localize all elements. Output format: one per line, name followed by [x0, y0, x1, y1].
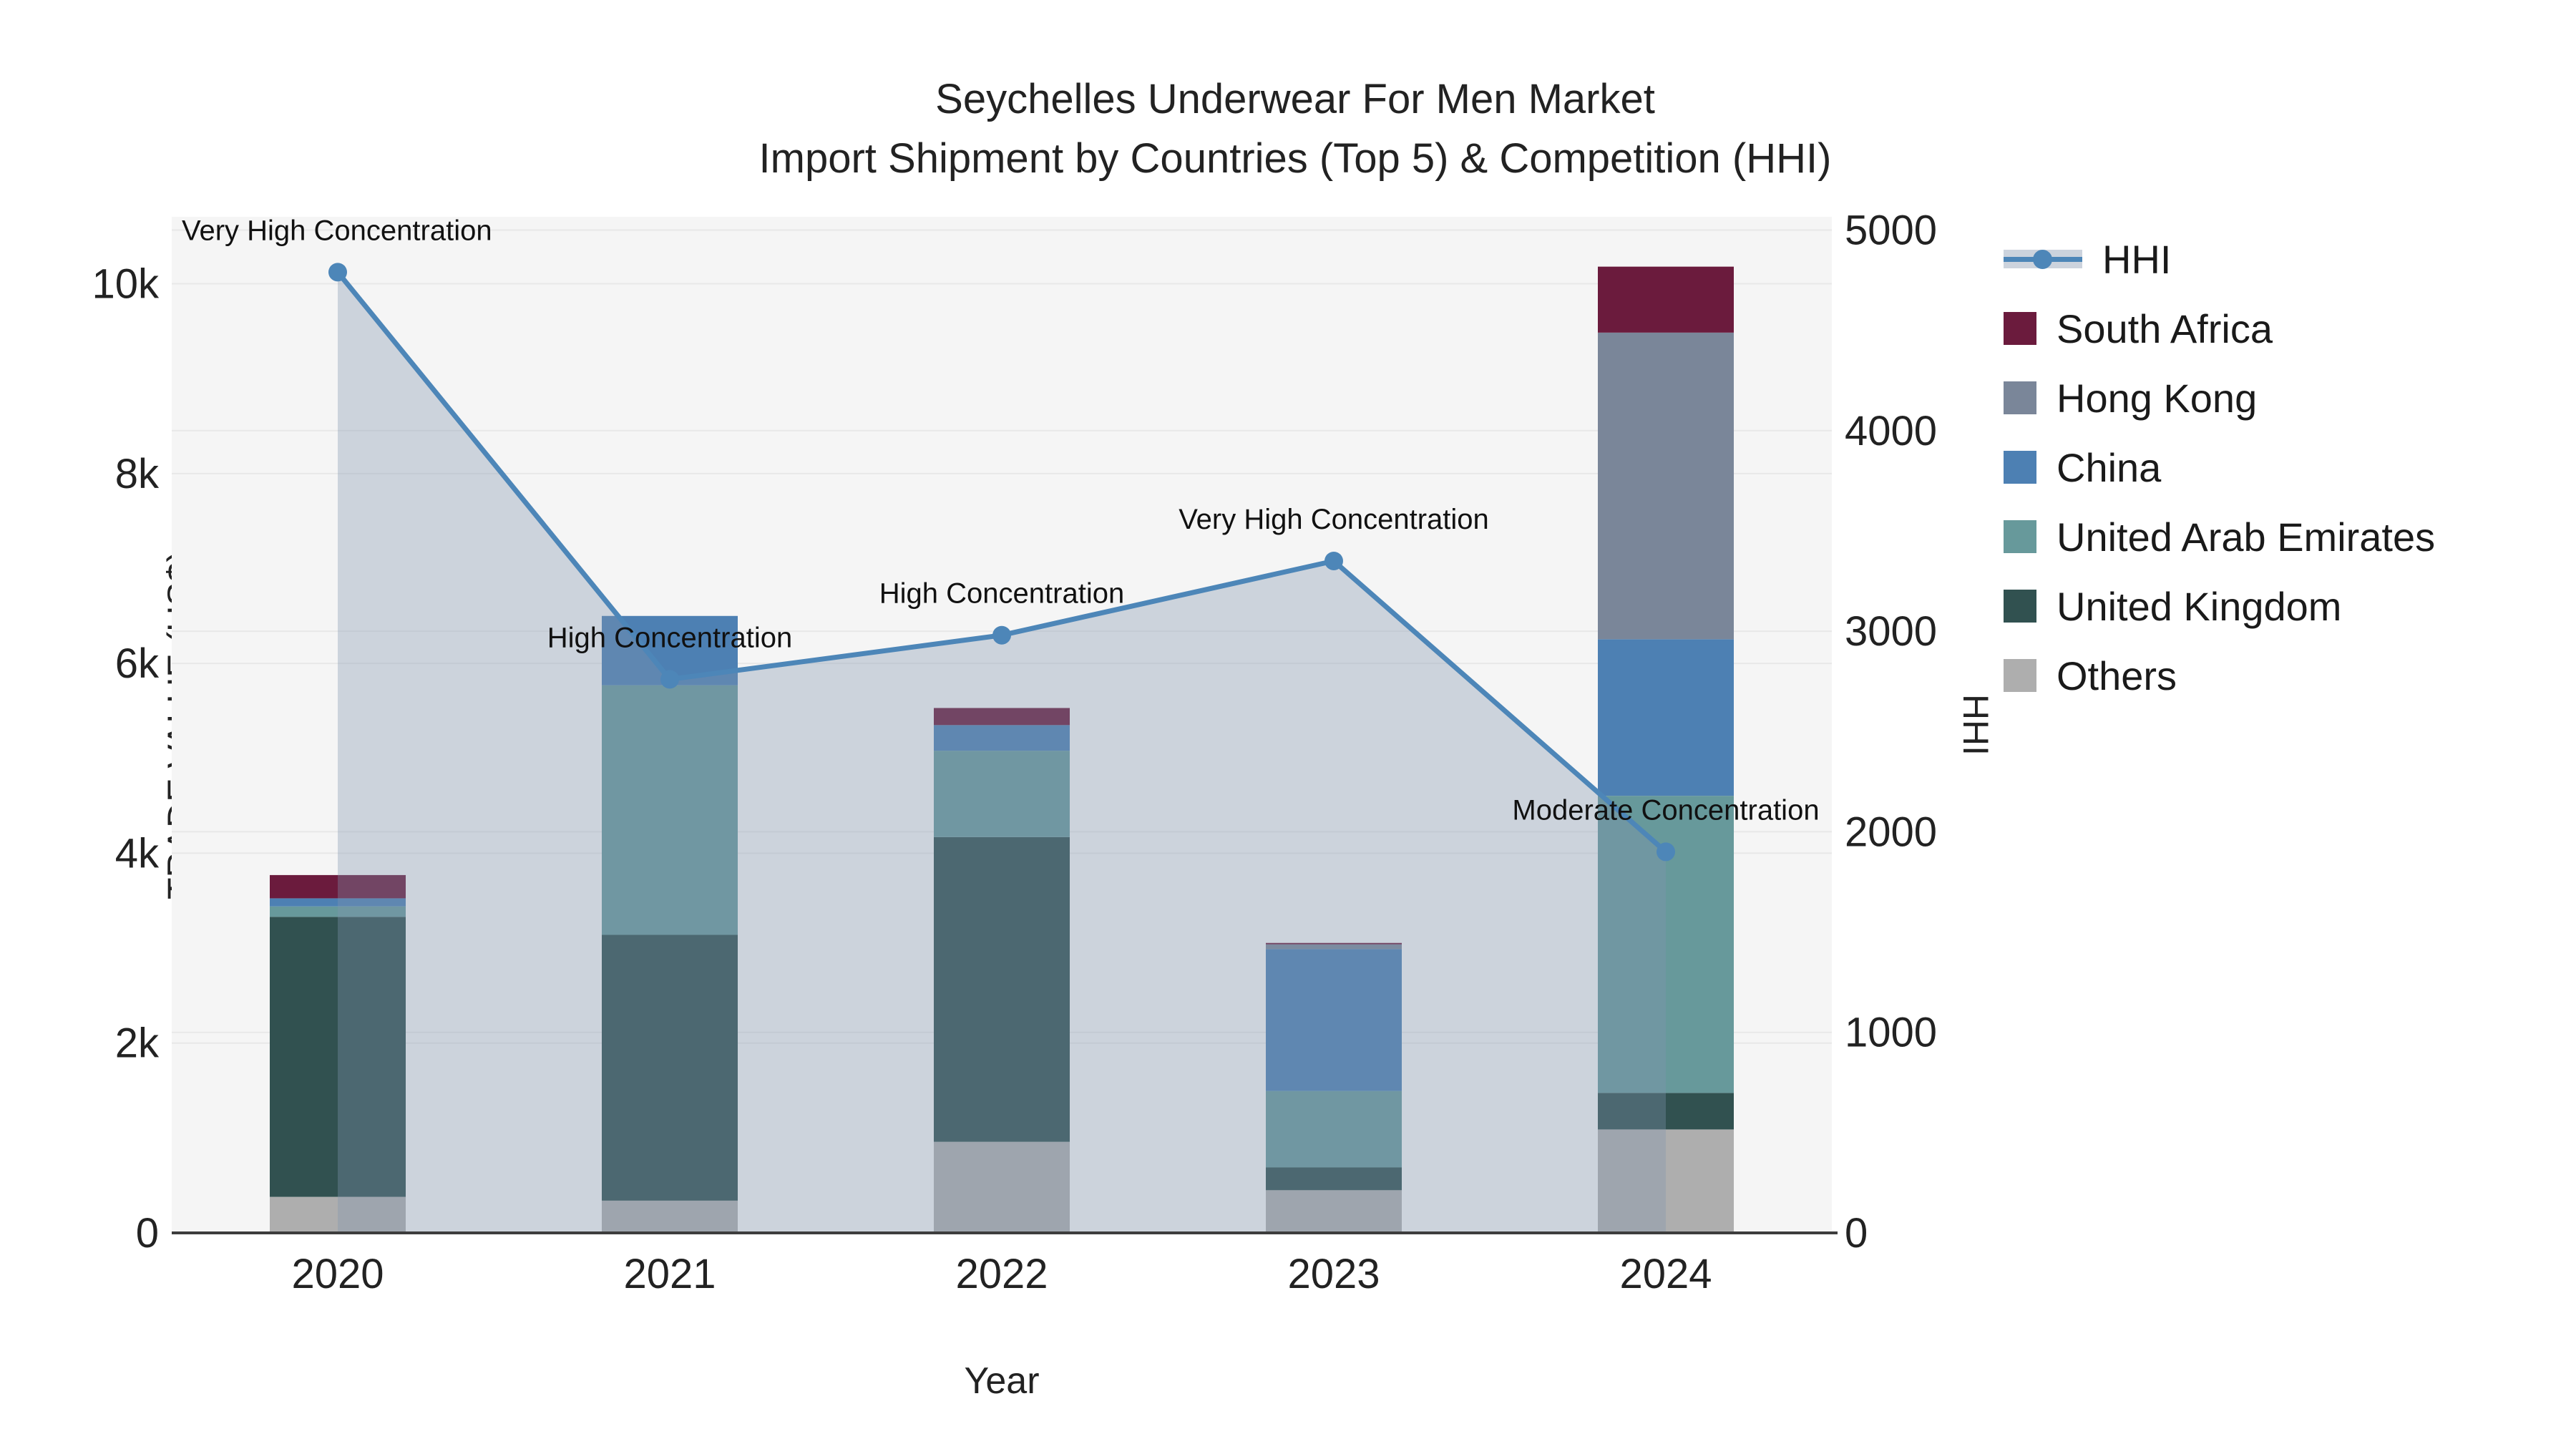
y-right-tick-4000: 4000 — [1845, 408, 1937, 454]
legend-item-hhi[interactable]: HHI — [2004, 236, 2435, 282]
y-left-tick-6k: 6k — [115, 640, 160, 687]
bar-segment-2022-united-kingdom[interactable] — [934, 836, 1070, 1142]
chart-title-line1: Seychelles Underwear For Men Market — [935, 76, 1655, 122]
chart-title-line2: Import Shipment by Countries (Top 5) & C… — [758, 135, 1832, 182]
bar-segment-2022-united-arab-emirates[interactable] — [934, 751, 1070, 837]
legend-color-swatch — [2004, 520, 2036, 553]
hhi-point-2024[interactable] — [1657, 842, 1675, 862]
legend-label: Hong Kong — [2057, 375, 2258, 421]
bar-2024 — [1598, 266, 1734, 1233]
hhi-area-fill — [338, 272, 1666, 1234]
x-tick-2022: 2022 — [955, 1251, 1048, 1297]
bar-segment-2022-south-africa[interactable] — [934, 708, 1070, 726]
annotation-2020: Very High Concentration — [182, 215, 492, 246]
bar-segment-2024-hong-kong[interactable] — [1598, 332, 1734, 640]
bar-segment-2021-united-arab-emirates[interactable] — [602, 685, 738, 935]
legend-item-south-africa[interactable]: South Africa — [2004, 306, 2435, 351]
hhi-point-2020[interactable] — [328, 263, 347, 282]
x-tick-2020: 2020 — [291, 1251, 384, 1297]
legend-item-united-kingdom[interactable]: United Kingdom — [2004, 583, 2435, 629]
hhi-point-2023[interactable] — [1324, 551, 1343, 570]
bar-segment-2020-united-kingdom[interactable] — [270, 917, 406, 1197]
bar-segment-2023-united-arab-emirates[interactable] — [1266, 1091, 1402, 1168]
y-left-tick-2k: 2k — [115, 1020, 160, 1067]
bar-segment-2024-united-kingdom[interactable] — [1598, 1093, 1734, 1130]
legend-label: South Africa — [2057, 306, 2273, 351]
bar-segment-2023-south-africa[interactable] — [1266, 942, 1402, 945]
hhi-point-2022[interactable] — [992, 625, 1011, 645]
y-left-tick-4k: 4k — [115, 830, 160, 877]
legend-color-swatch — [2004, 659, 2036, 692]
bar-segment-2020-united-arab-emirates[interactable] — [270, 906, 406, 917]
y-left-tick-10k: 10k — [92, 261, 160, 308]
y-left-tick-0: 0 — [136, 1210, 159, 1257]
bar-segment-2024-south-africa[interactable] — [1598, 266, 1734, 333]
y-right-tick-1000: 1000 — [1845, 1010, 1937, 1056]
legend-item-hong-kong[interactable]: Hong Kong — [2004, 375, 2435, 421]
bar-segment-2023-china[interactable] — [1266, 949, 1402, 1091]
y-right-tick-5000: 5000 — [1845, 207, 1937, 253]
bar-2022 — [934, 708, 1070, 1233]
x-axis-title: Year — [964, 1360, 1040, 1402]
y-left-tick-8k: 8k — [115, 451, 160, 497]
legend-item-china[interactable]: China — [2004, 444, 2435, 490]
legend-color-swatch — [2004, 451, 2036, 484]
bar-segment-2020-south-africa[interactable] — [270, 874, 406, 899]
bar-segment-2020-others[interactable] — [270, 1196, 406, 1233]
legend-item-others[interactable]: Others — [2004, 653, 2435, 698]
legend-color-swatch — [2004, 590, 2036, 623]
bar-segment-2024-others[interactable] — [1598, 1129, 1734, 1233]
x-tick-2021: 2021 — [623, 1251, 716, 1297]
legend-line-swatch — [2004, 243, 2082, 275]
legend-label: HHI — [2102, 236, 2172, 282]
x-tick-2023: 2023 — [1287, 1251, 1380, 1297]
y-right-tick-0: 0 — [1845, 1210, 1868, 1257]
bar-segment-2021-united-kingdom[interactable] — [602, 935, 738, 1201]
legend-item-united-arab-emirates[interactable]: United Arab Emirates — [2004, 514, 2435, 560]
bar-segment-2022-others[interactable] — [934, 1141, 1070, 1233]
annotation-2024: Moderate Concentration — [1512, 794, 1819, 826]
legend-label: China — [2057, 444, 2162, 490]
bar-segment-2024-china[interactable] — [1598, 639, 1734, 796]
annotation-2021: High Concentration — [547, 622, 792, 653]
hhi-point-2021[interactable] — [660, 670, 679, 689]
annotation-2022: High Concentration — [879, 578, 1124, 610]
annotation-2023: Very High Concentration — [1179, 504, 1489, 535]
legend-label: United Kingdom — [2057, 583, 2342, 629]
bar-segment-2023-united-kingdom[interactable] — [1266, 1167, 1402, 1191]
x-tick-2024: 2024 — [1619, 1251, 1712, 1297]
y-right-tick-2000: 2000 — [1845, 809, 1937, 855]
bar-segment-2021-others[interactable] — [602, 1200, 738, 1233]
legend-label: United Arab Emirates — [2057, 514, 2436, 560]
y-right-tick-3000: 3000 — [1845, 608, 1937, 655]
bar-segment-2020-china[interactable] — [270, 898, 406, 907]
bar-segment-2023-hong-kong[interactable] — [1266, 944, 1402, 950]
legend-label: Others — [2057, 653, 2177, 698]
bar-segment-2023-others[interactable] — [1266, 1190, 1402, 1233]
bar-segment-2022-china[interactable] — [934, 725, 1070, 751]
legend-color-swatch — [2004, 381, 2036, 414]
bar-2023 — [1266, 942, 1402, 1233]
legend: HHI South Africa Hong Kong China United Arab… — [2004, 236, 2435, 698]
legend-color-swatch — [2004, 312, 2036, 345]
bar-2020 — [270, 874, 406, 1233]
